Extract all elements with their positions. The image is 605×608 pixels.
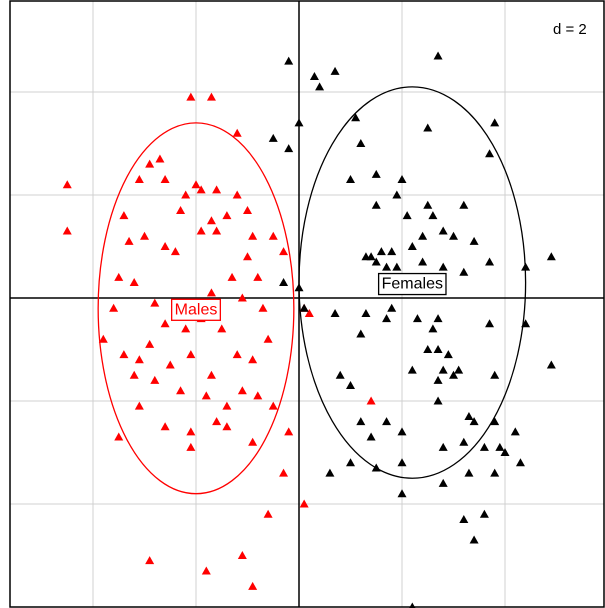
females-label: Females <box>382 276 443 293</box>
scale-label: d = 2 <box>553 21 587 38</box>
males-label: Males <box>175 301 218 318</box>
